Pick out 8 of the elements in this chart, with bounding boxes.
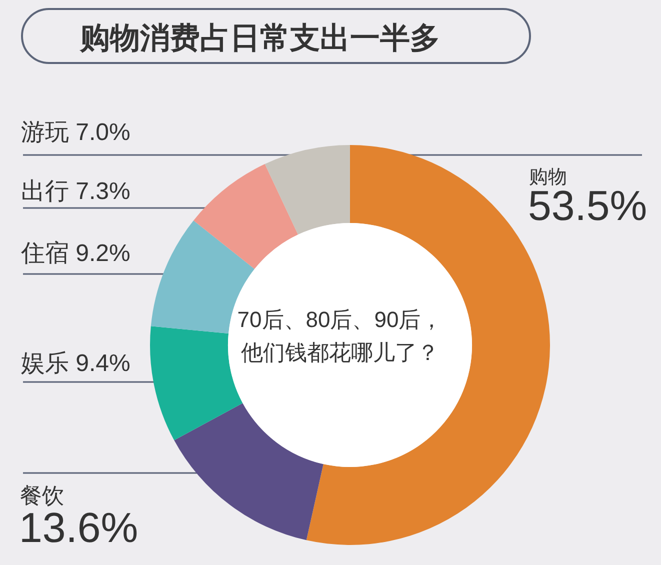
slice-label: 餐饮: [20, 483, 64, 508]
text: 70后、80后、90后，: [237, 307, 443, 332]
slice-label: 娱乐 9.4%: [21, 350, 130, 377]
slice-label: 住宿 9.2%: [20, 240, 130, 267]
slice-label: 游玩 7.0%: [21, 119, 130, 146]
slice-label: 出行 7.3%: [21, 178, 130, 205]
text: 他们钱都花哪儿了？: [241, 340, 439, 365]
chart-title: 购物消费占日常支出一半多: [79, 22, 440, 55]
